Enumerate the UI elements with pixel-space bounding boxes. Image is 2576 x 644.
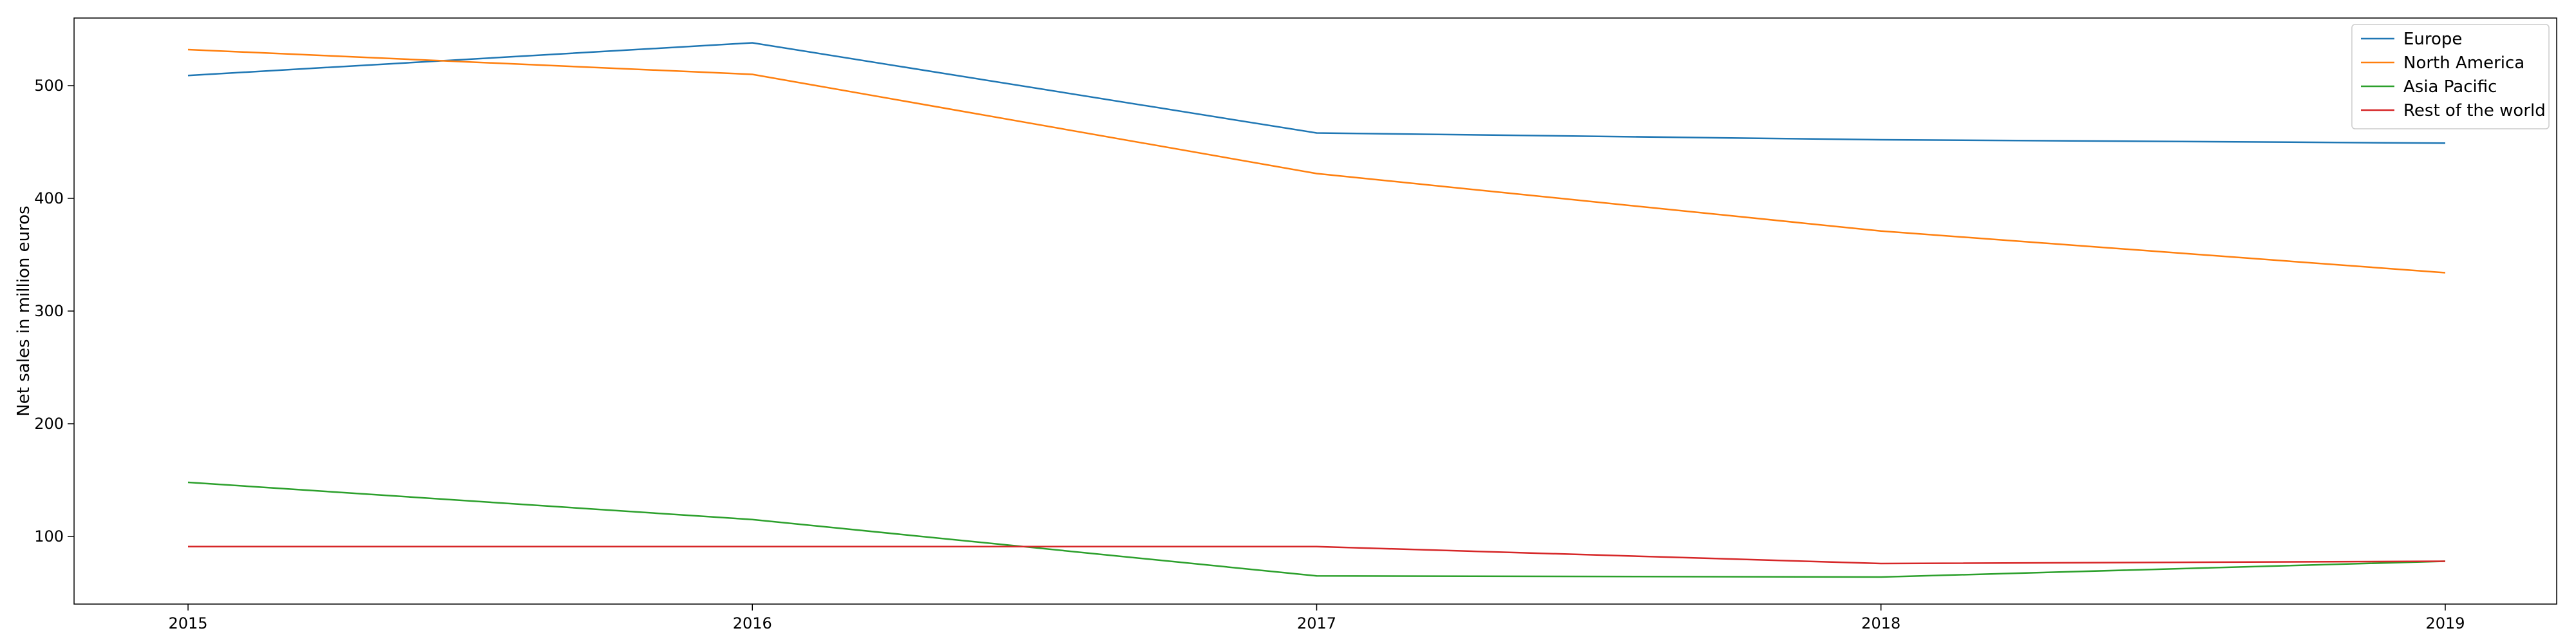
x-tick-label: 2015: [168, 614, 207, 632]
legend-entry-label: Europe: [2403, 30, 2462, 49]
y-tick-label: 400: [34, 189, 64, 207]
x-tick-label: 2018: [1861, 614, 1900, 632]
y-tick-label: 500: [34, 77, 64, 95]
x-tick-label: 2017: [1297, 614, 1336, 632]
x-axis: 2015 2016 2017 2018 2019: [168, 604, 2465, 632]
y-tick-label: 300: [34, 302, 64, 320]
series-line-asia-pacific: [187, 481, 2446, 578]
plot-area-frame: [73, 17, 2557, 605]
legend-entry-label: Asia Pacific: [2403, 77, 2497, 97]
series-line-north-america: [187, 48, 2446, 274]
series-line-rest-of-the-world: [188, 545, 2446, 565]
y-tick-label: 100: [34, 527, 64, 545]
legend-entry-label: Rest of the world: [2403, 101, 2546, 120]
y-axis: 100 200 300 400 500: [34, 77, 74, 545]
legend: Europe North America Asia Pacific Rest of t…: [2351, 24, 2550, 129]
y-axis-label: Net sales in million euros: [14, 205, 33, 416]
series-lines: [187, 42, 2446, 578]
series-line-europe: [187, 42, 2446, 144]
x-tick-label: 2016: [733, 614, 772, 632]
y-tick-label: 200: [34, 415, 64, 433]
x-tick-label: 2019: [2425, 614, 2465, 632]
legend-box: [2351, 24, 2550, 129]
legend-entry-label: North America: [2403, 53, 2524, 73]
